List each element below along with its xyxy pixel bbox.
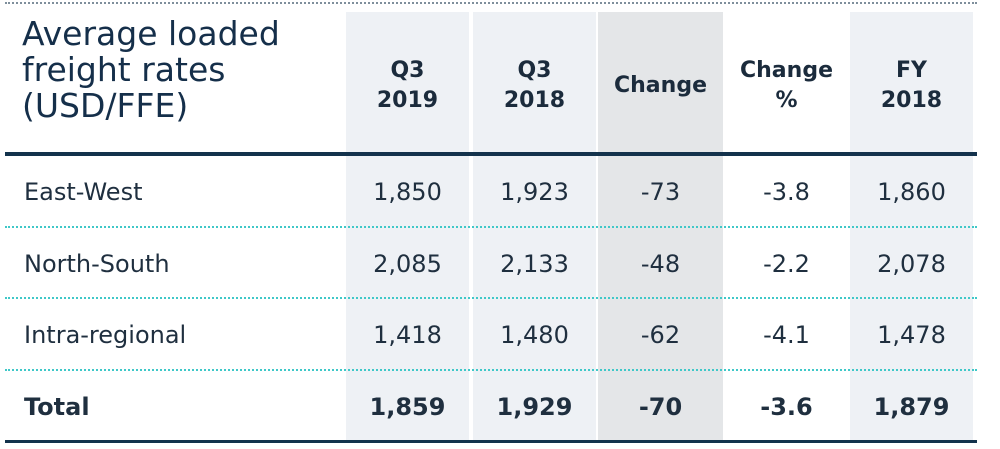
cell-change-pct: -3.6 [760, 393, 813, 421]
bottom-rule [5, 440, 977, 443]
row-divider [5, 297, 977, 299]
cell-change: -62 [640, 321, 681, 349]
cell-fy-2018: 1,879 [873, 393, 950, 421]
cell-change: -73 [640, 178, 681, 206]
cell-q3-2018: 1,923 [500, 178, 569, 206]
cell-change: -70 [638, 393, 683, 421]
row-label: Intra-regional [24, 321, 187, 349]
row-label: East-West [24, 178, 143, 206]
cell-fy-2018: 1,860 [877, 178, 946, 206]
row-label: Total [24, 393, 90, 421]
cell-fy-2018: 2,078 [877, 250, 946, 278]
cell-q3-2019: 1,859 [369, 393, 446, 421]
col-header-fy-2018: FY 2018 [880, 58, 943, 113]
cell-change-pct: -3.8 [763, 178, 810, 206]
cell-change-pct: -2.2 [763, 250, 810, 278]
col-header-change: Change [614, 73, 707, 98]
cell-fy-2018: 1,478 [877, 321, 946, 349]
table-title: Average loaded freight rates (USD/FFE) [22, 14, 280, 125]
top-dotted-rule [5, 2, 977, 4]
cell-change: -48 [640, 250, 681, 278]
table-row-total: Total 1,859 1,929 -70 -3.6 1,879 [0, 372, 1000, 442]
cell-q3-2019: 2,085 [373, 250, 442, 278]
cell-q3-2018: 2,133 [500, 250, 569, 278]
col-header-q3-2019: Q3 2019 [376, 58, 439, 113]
row-label: North-South [24, 250, 170, 278]
col-header-change-pct: Change % [740, 58, 833, 113]
row-divider [5, 369, 977, 371]
table-row: North-South 2,085 2,133 -48 -2.2 2,078 [0, 229, 1000, 299]
header-divider [5, 152, 977, 156]
cell-q3-2019: 1,418 [373, 321, 442, 349]
table-row: East-West 1,850 1,923 -73 -3.8 1,860 [0, 157, 1000, 227]
table-row: Intra-regional 1,418 1,480 -62 -4.1 1,47… [0, 300, 1000, 370]
col-header-q3-2018: Q3 2018 [503, 58, 566, 113]
cell-q3-2018: 1,480 [500, 321, 569, 349]
cell-change-pct: -4.1 [763, 321, 810, 349]
cell-q3-2018: 1,929 [496, 393, 573, 421]
row-divider [5, 226, 977, 228]
cell-q3-2019: 1,850 [373, 178, 442, 206]
